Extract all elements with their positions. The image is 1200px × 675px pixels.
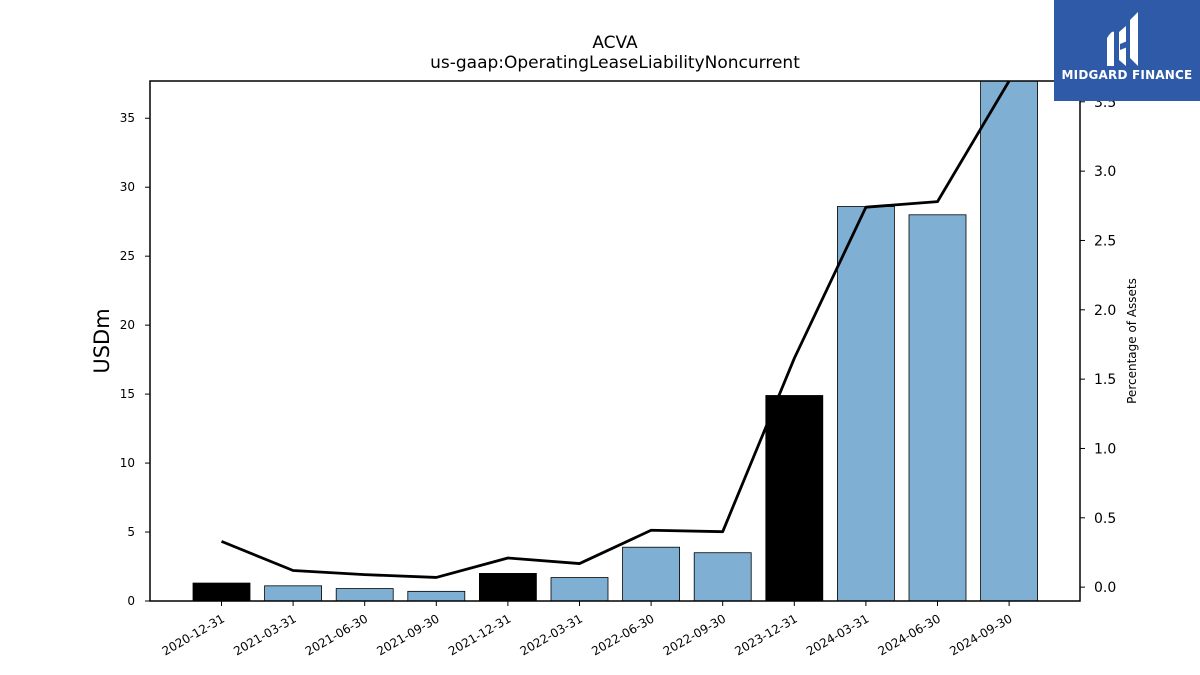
x-tick-label: 2022-09-30 [661,611,728,658]
y-tick-label: 35 [120,111,135,125]
y-tick-label: 10 [120,456,135,470]
bar-2022-06-30 [622,546,680,602]
x-tick-label: 2022-03-31 [518,611,585,658]
y2-tick-label: 1.5 [1094,372,1116,388]
y-tick-label: 30 [120,180,135,194]
bar-group [192,80,1038,602]
x-tick-label: 2024-09-30 [947,611,1014,658]
x-tick-label: 2021-09-30 [374,611,441,658]
x-tick-label: 2022-06-30 [589,611,656,658]
plot-frame [149,80,1081,602]
x-tick-label: 2021-12-31 [446,611,513,658]
x-tick-label: 2023-12-31 [732,611,799,658]
y-tick-label: 0 [127,594,135,608]
y2-axis-label: Percentage of Assets [1125,278,1139,404]
logo-text: MIDGARD FINANCE [1061,68,1193,82]
y2-tick-label: 2.5 [1094,233,1116,249]
percentage-line [220,80,1011,579]
bar-2022-09-30 [693,552,752,602]
x-tick-label: 2024-03-31 [804,611,871,658]
bar-2021-06-30 [335,588,394,602]
y-axis-label: USDm [90,308,114,373]
midgard-finance-logo: MIDGARD FINANCE [1054,0,1200,101]
bar-2023-12-31 [765,395,824,602]
x-tick-label: 2024-06-30 [876,611,943,658]
bar-2024-03-31 [837,206,895,602]
y-tick-label: 5 [127,525,135,539]
line-layer [220,80,1011,579]
y2-tick-label: 2.0 [1094,303,1116,319]
bar-2024-09-30 [980,80,1038,602]
y-axis: 0 5 10 15 20 25 30 35 [120,111,150,608]
y-tick-label: 15 [120,387,135,401]
bar-2024-06-30 [908,214,967,602]
y2-tick-label: 3.0 [1094,164,1116,180]
x-axis: 2020-12-31 2021-03-31 2021-06-30 2021-09-30… [160,601,1015,658]
bar-2021-12-31 [478,573,537,602]
y2-axis: 0.00.51.01.52.02.53.03.5 [1080,95,1116,596]
bar-2020-12-31 [192,582,251,602]
y2-tick-label: 1.0 [1094,441,1116,457]
x-tick-label: 2021-03-31 [231,611,298,658]
y-tick-label: 25 [120,249,135,263]
bar-2021-03-31 [264,585,323,602]
x-tick-label: 2020-12-31 [160,611,227,658]
y2-tick-label: 0.5 [1094,511,1116,527]
y-tick-label: 20 [120,318,135,332]
bar-2022-03-31 [550,577,609,602]
logo-mark-icon [1107,12,1138,66]
bar-2021-09-30 [407,590,466,602]
chart-title: ACVA [592,33,638,53]
x-tick-label: 2021-06-30 [303,611,370,658]
chart-subtitle: us-gaap:OperatingLeaseLiabilityNoncurren… [430,53,800,73]
y2-tick-label: 0.0 [1094,580,1116,596]
